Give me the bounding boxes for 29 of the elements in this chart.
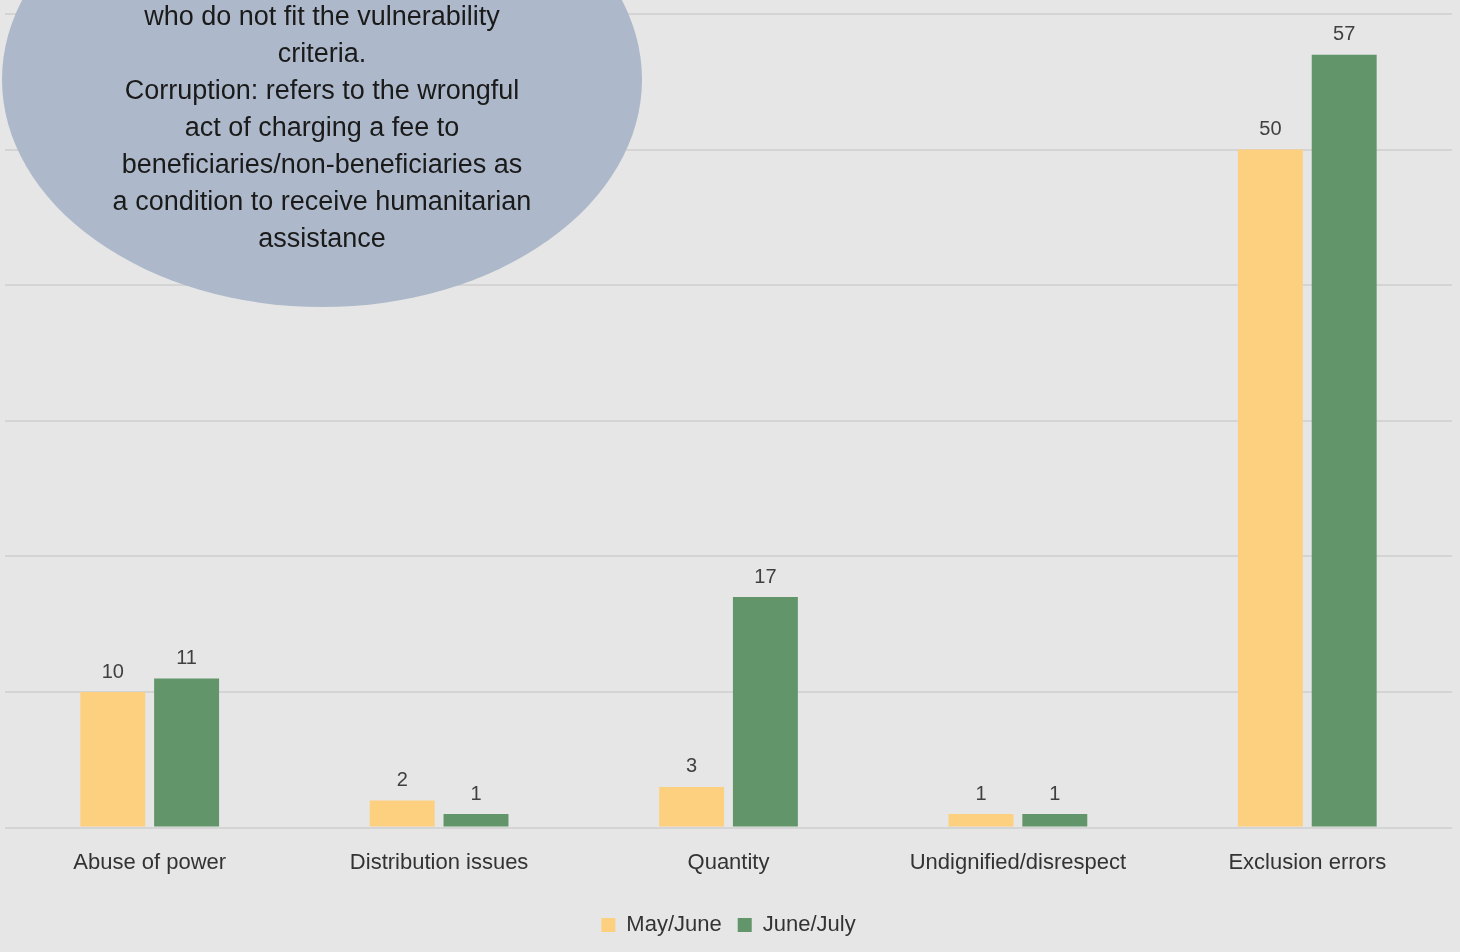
- annotation: who do not fit the vulnerability criteria.: [143, 0, 501, 70]
- data-label: 17: [754, 564, 777, 587]
- data-label: 10: [101, 659, 124, 682]
- data-label: 11: [176, 645, 197, 668]
- data-label: 1: [1049, 781, 1061, 804]
- bar: [1022, 814, 1088, 827]
- data-label: 2: [396, 768, 408, 790]
- data-label: 3: [686, 754, 698, 777]
- bar: [948, 814, 1014, 827]
- x-tick-label: Quantity: [687, 848, 770, 874]
- annotation: Corruption: refers to the wrongful act of charging a fee to beneficiaries/non-beneficiaries as a condition to receive humanitarian assistance: [112, 74, 532, 255]
- bar: [369, 800, 435, 827]
- x-tick-label: Undignified/disrespect: [909, 848, 1127, 874]
- legend-label: May/June: [626, 911, 722, 937]
- x-tick-label: Distribution issues: [349, 848, 529, 874]
- bar: [443, 814, 509, 827]
- x-tick-label: Abuse of power: [73, 848, 227, 874]
- bar: [80, 692, 146, 827]
- bar: [1237, 149, 1303, 827]
- bar: [1311, 54, 1377, 827]
- x-tick-label: Exclusion errors: [1228, 848, 1387, 874]
- data-label: 1: [975, 781, 987, 804]
- bar: [659, 786, 725, 827]
- data-label: 57: [1333, 22, 1356, 45]
- data-label: 1: [470, 781, 482, 804]
- bar: [732, 597, 798, 827]
- bar: [154, 678, 220, 827]
- data-label: 50: [1259, 117, 1282, 140]
- legend-label: June/July: [762, 911, 856, 937]
